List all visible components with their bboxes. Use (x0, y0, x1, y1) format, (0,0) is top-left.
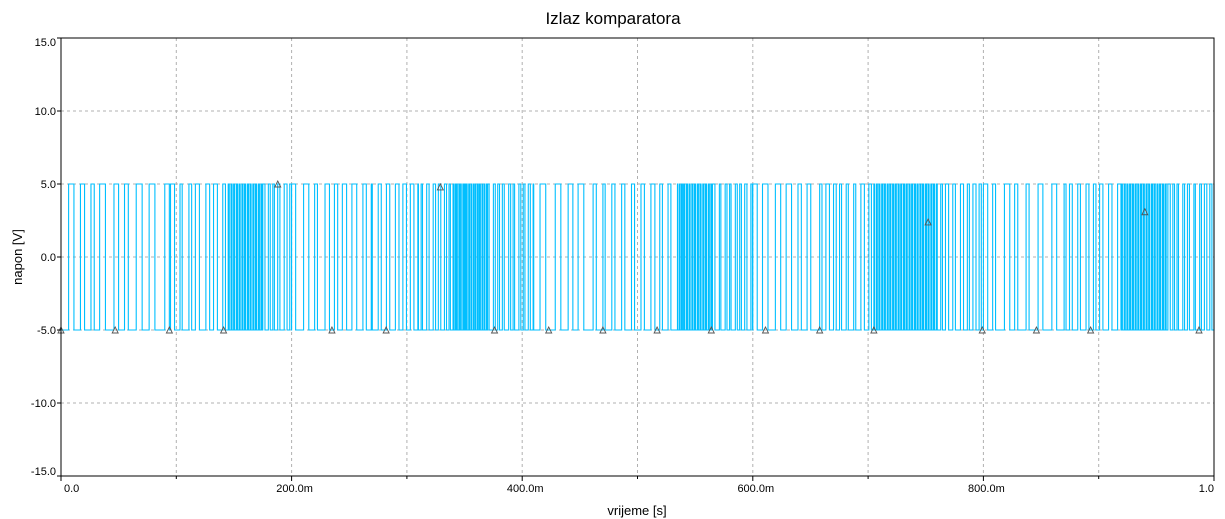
x-tick-label: 600.0m (737, 483, 774, 495)
chart-title: Izlaz komparatora (545, 9, 681, 28)
x-tick-label: 800.0m (968, 483, 1005, 495)
x-tick-label: 0.0 (64, 483, 79, 495)
x-axis-label: vrijeme [s] (607, 503, 666, 518)
y-tick-label: 15.0 (35, 37, 56, 49)
data-marker (653, 325, 661, 334)
data-marker (599, 325, 607, 334)
data-marker (165, 325, 174, 334)
data-marker (1032, 325, 1041, 334)
data-marker (219, 325, 228, 334)
data-marker (924, 217, 932, 226)
signal-trace (61, 183, 1215, 331)
data-marker (382, 325, 390, 334)
x-tick-label: 1.0 (1199, 483, 1214, 495)
data-marker (544, 325, 553, 334)
data-marker (870, 325, 878, 334)
y-axis-label: napon [V] (10, 229, 25, 285)
y-tick-label: -15.0 (31, 466, 56, 478)
y-tick-label: -10.0 (31, 398, 56, 410)
data-marker (328, 325, 336, 334)
y-tick-label: 5.0 (41, 179, 56, 191)
data-marker (1086, 325, 1095, 334)
data-marker (1195, 325, 1203, 334)
data-marker (111, 325, 119, 334)
x-tick-label: 400.0m (507, 483, 544, 495)
data-marker (274, 179, 282, 188)
y-tick-label: -5.0 (37, 325, 56, 337)
series-line (61, 183, 1215, 331)
data-marker (490, 325, 499, 334)
y-tick-label: 10.0 (35, 106, 56, 118)
data-marker (436, 182, 445, 191)
data-marker (978, 325, 986, 334)
y-tick-label: 0.0 (41, 252, 56, 264)
data-marker (707, 325, 716, 334)
data-marker (1141, 207, 1149, 216)
ticks: 0.0 200.0m 400.0m 600.0m 800.0m 1.0 15.0 10.0 5.… (31, 37, 1215, 495)
data-marker (761, 325, 770, 334)
x-tick-label: 200.0m (276, 483, 313, 495)
data-marker (815, 325, 824, 334)
